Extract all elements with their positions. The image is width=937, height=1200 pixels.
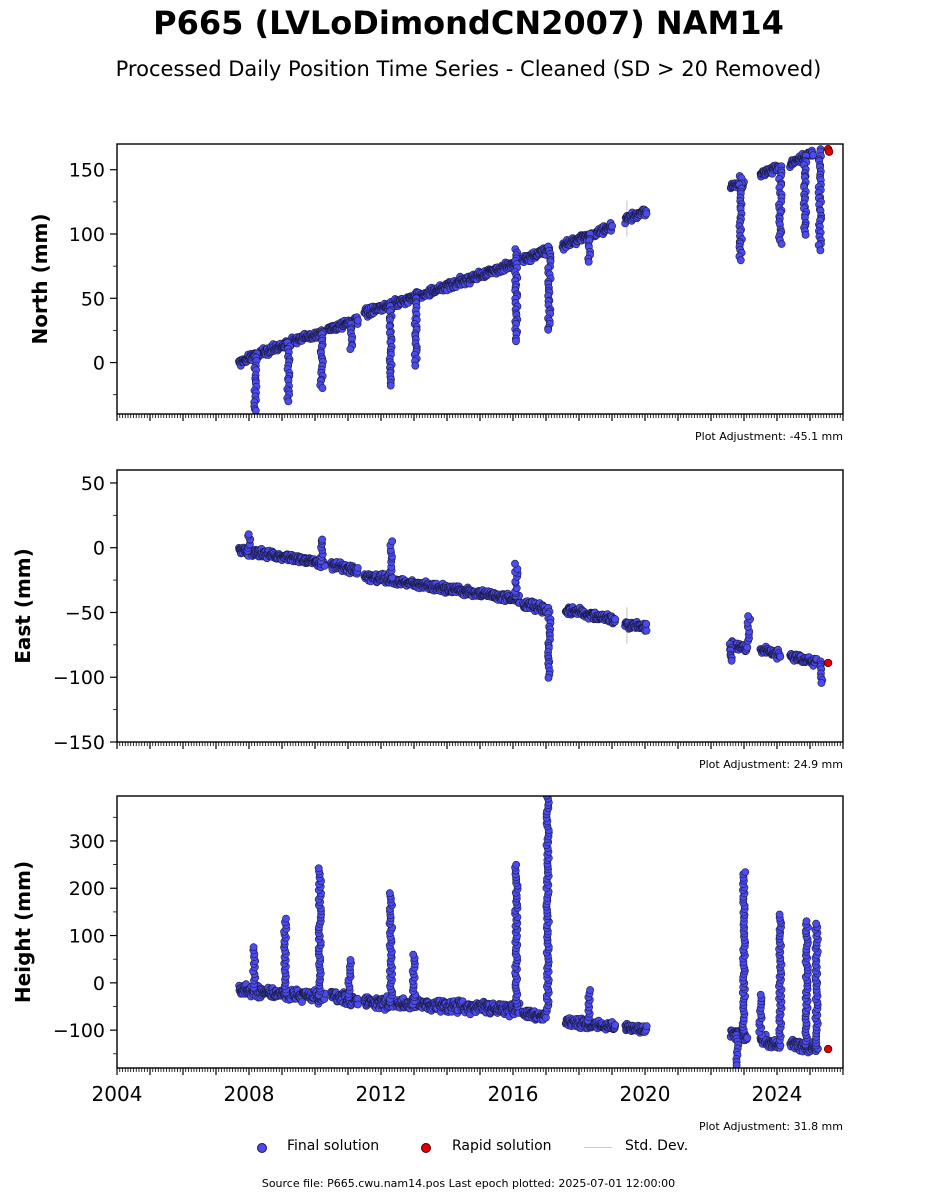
y-axis-label: East (mm) [11, 548, 35, 664]
final-point [642, 620, 651, 628]
final-point [544, 325, 553, 334]
final-point [801, 230, 810, 239]
final-point [777, 240, 786, 248]
final-point [817, 679, 826, 687]
y-tick-label: 200 [69, 878, 105, 900]
final-point [284, 397, 293, 406]
final-point [584, 257, 593, 266]
rapid-point [824, 1044, 833, 1054]
final-point [611, 615, 620, 624]
final-point [736, 256, 745, 265]
final-point [251, 406, 260, 414]
final-point [611, 1021, 619, 1029]
final-point [409, 950, 418, 959]
final-point [298, 998, 306, 1006]
y-tick-label: −100 [53, 667, 105, 689]
y-axis-label: North (mm) [28, 213, 52, 344]
final-point [318, 384, 327, 392]
y-tick-label: −150 [53, 732, 105, 754]
final-point [544, 674, 553, 682]
plot-adjustment-note: Plot Adjustment: 24.9 mm [699, 758, 843, 771]
final-point [346, 345, 355, 353]
final-point [512, 860, 521, 869]
final-point [743, 643, 752, 652]
rapid-point [824, 147, 834, 156]
final-point [346, 956, 355, 964]
final-point [732, 1061, 741, 1068]
rapid-point [824, 658, 833, 668]
final-point [511, 559, 519, 568]
final-point [744, 612, 752, 621]
y-tick-label: 50 [81, 473, 105, 495]
final-point [776, 652, 785, 661]
plot-adjustment-note: Plot Adjustment: -45.1 mm [695, 430, 843, 443]
final-point [353, 316, 362, 325]
final-point [756, 990, 765, 999]
final-point [249, 943, 258, 952]
final-point [608, 222, 616, 230]
final-point [642, 209, 651, 218]
final-point [816, 246, 825, 255]
final-point [282, 914, 290, 923]
final-point [812, 919, 820, 928]
final-point [542, 796, 551, 800]
final-point [642, 626, 651, 635]
final-point [353, 564, 362, 572]
final-point [802, 917, 811, 926]
final-point [314, 864, 323, 873]
final-point [244, 530, 253, 539]
final-point [775, 910, 784, 919]
final-point [385, 889, 394, 898]
final-point [542, 1013, 550, 1022]
y-tick-label: −50 [65, 602, 105, 624]
y-tick-label: 50 [81, 288, 105, 310]
panel-3-data [235, 796, 833, 1068]
panel-1-data [235, 144, 834, 414]
panel-2-data [235, 530, 833, 687]
plot-frame [116, 795, 844, 1069]
final-point [512, 337, 520, 346]
final-point [727, 656, 736, 665]
final-point [386, 381, 395, 390]
final-point [642, 1022, 651, 1031]
final-point [411, 361, 420, 370]
y-tick-label: 300 [69, 831, 105, 853]
y-tick-label: 100 [69, 926, 105, 948]
plot-frame [116, 469, 844, 743]
y-tick-label: 0 [93, 538, 105, 560]
final-point [743, 1033, 752, 1042]
final-point [354, 1000, 362, 1009]
y-tick-label: 100 [69, 224, 105, 246]
chart-title: P665 (LVLoDimondCN2007) NAM14 [153, 4, 784, 42]
y-tick-label: −100 [53, 1020, 105, 1042]
final-point [741, 868, 750, 876]
final-point [388, 537, 397, 546]
panel-2: −150 −100 −50 0 50 East (mm) Plot Adjustment: … [11, 469, 844, 771]
final-point [318, 535, 327, 544]
panel-1: 0 50 100 150 North (mm) Plot Adjustment: -45.… [28, 143, 844, 443]
final-point [586, 986, 594, 994]
chart-subtitle: Processed Daily Position Time Series - C… [115, 57, 822, 81]
y-tick-label: 0 [93, 353, 105, 375]
y-tick-label: 150 [69, 160, 105, 182]
y-tick-label: 0 [93, 973, 105, 995]
